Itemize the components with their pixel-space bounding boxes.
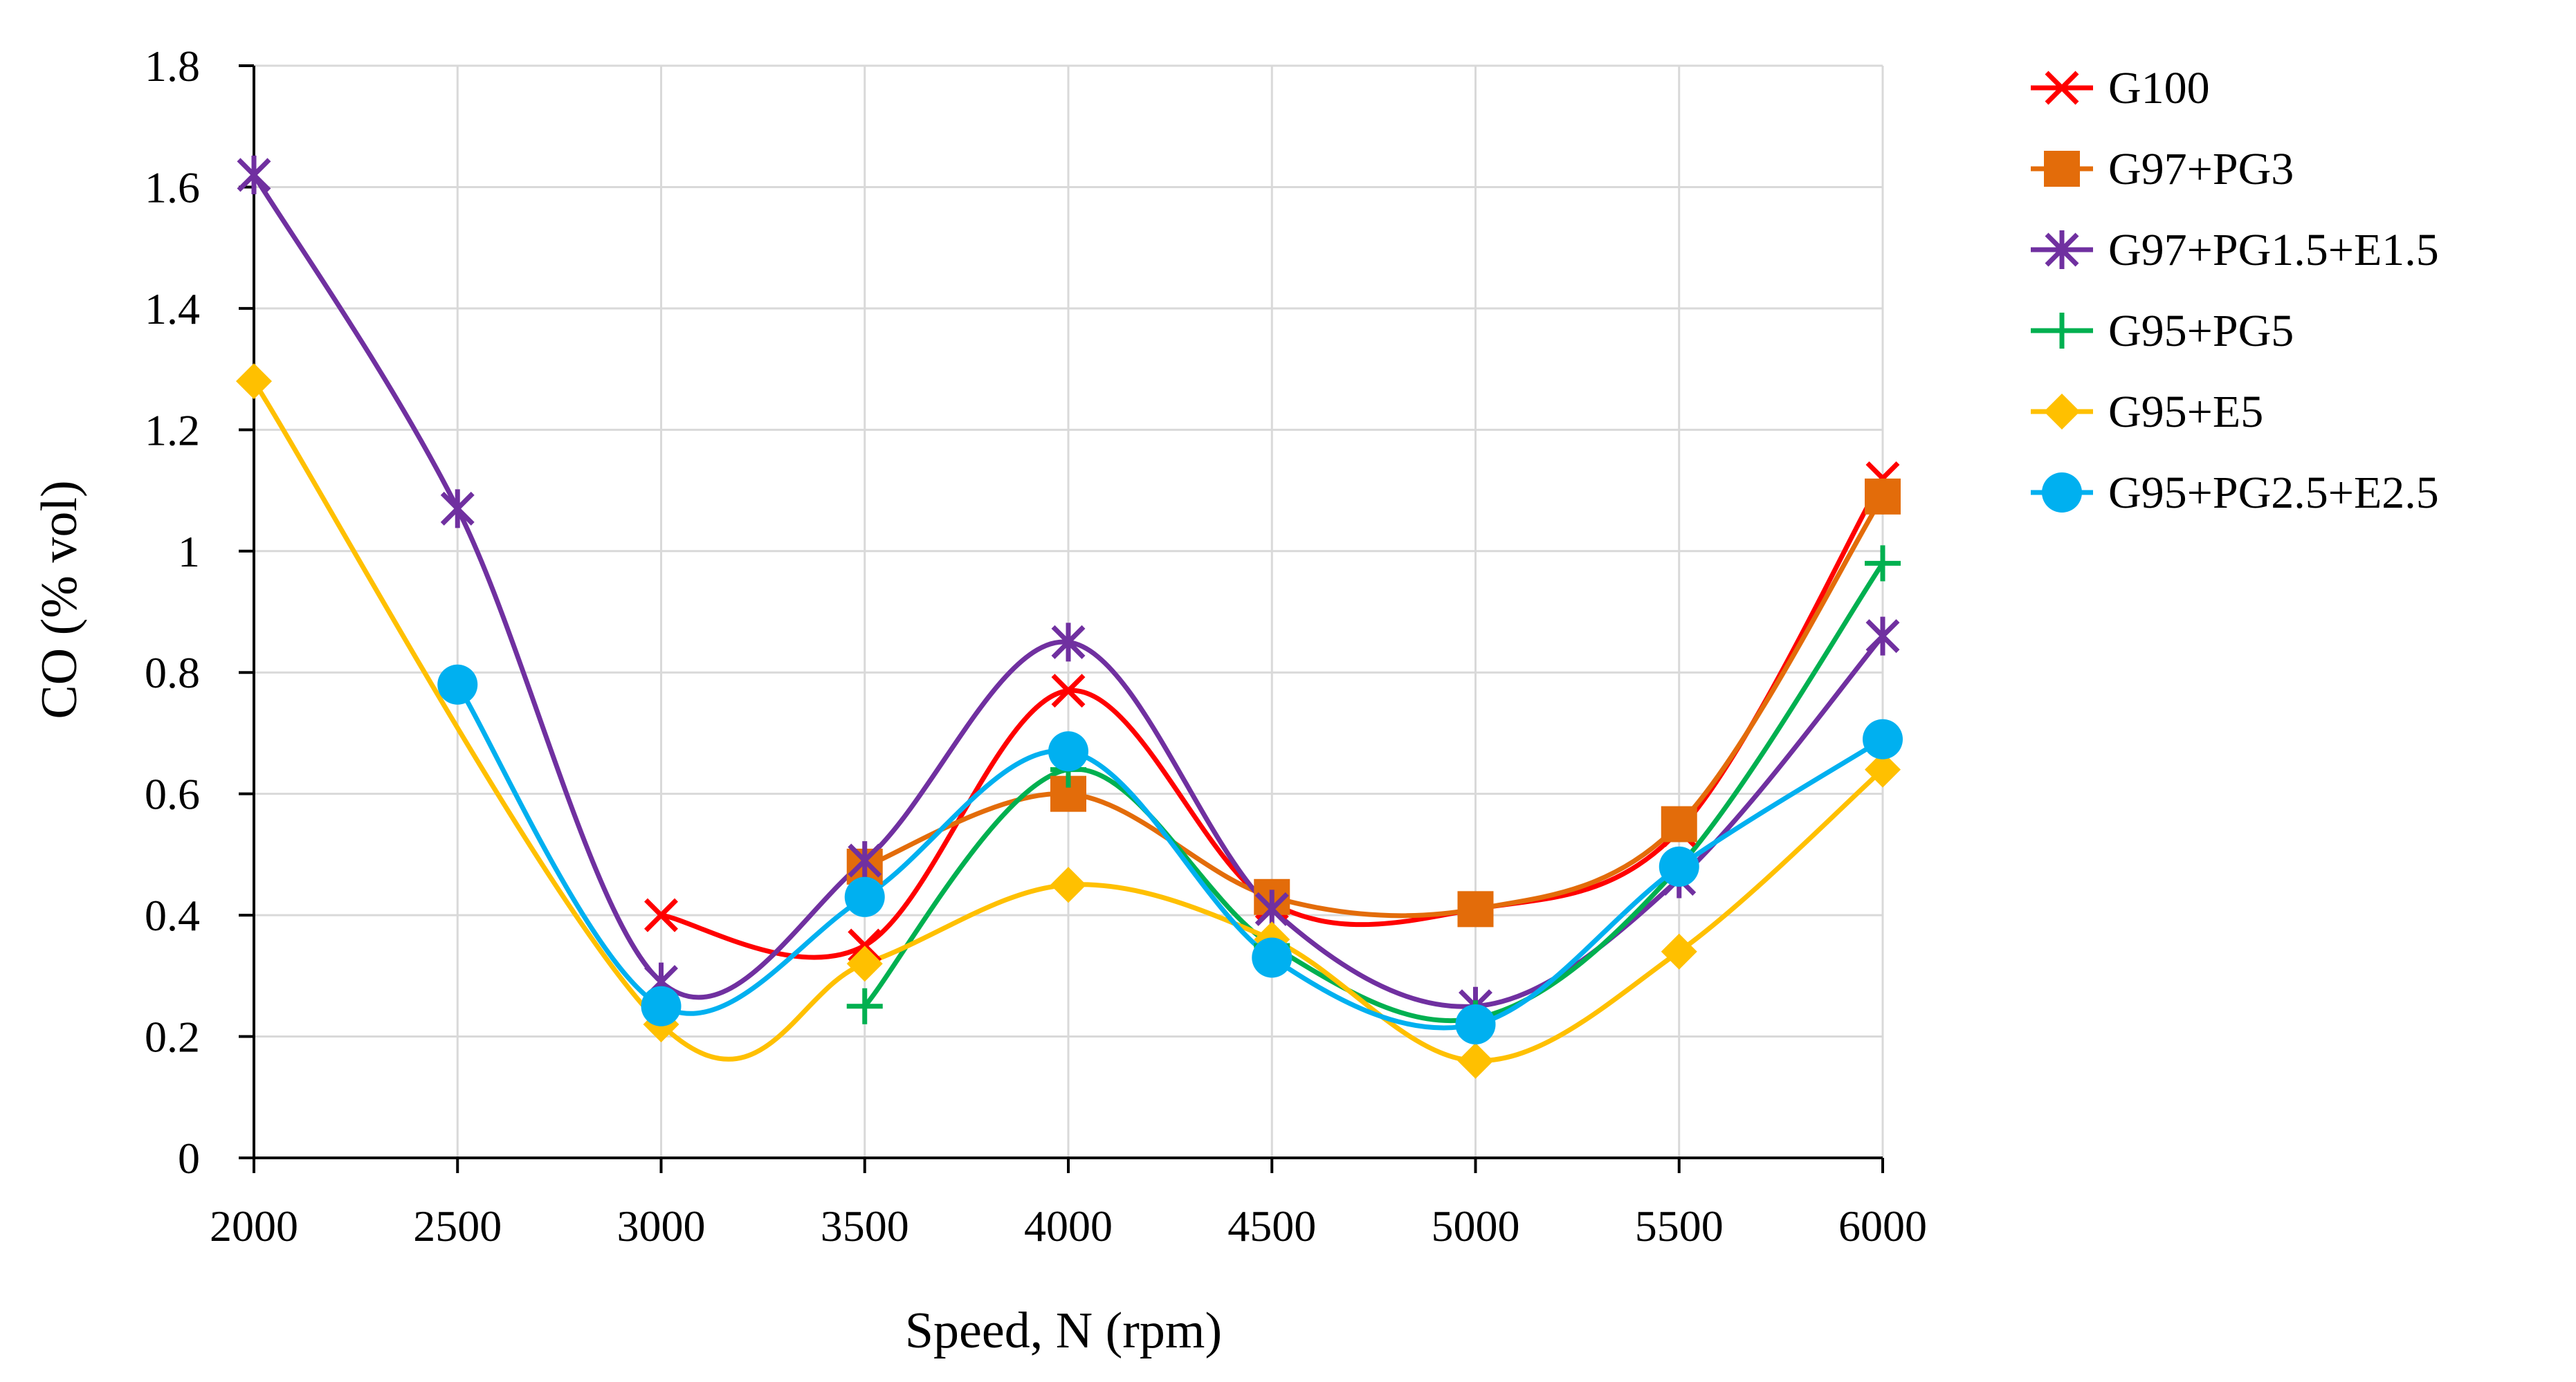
y-tick-label: 1: [178, 527, 200, 576]
x-tick-label: 2500: [413, 1201, 502, 1251]
x-tick-label: 5500: [1635, 1201, 1724, 1251]
data-point-g97-pg3: [1865, 478, 1901, 515]
data-point-g97-pg1-5-e1-5: [1865, 616, 1900, 656]
data-point-g97-pg1-5-e1-5: [237, 155, 271, 194]
x-tick-labels: 2000 2500 3000 3500 4000 4500 5000 5500 6000: [210, 1158, 1927, 1251]
legend-label: G95+PG5: [2108, 306, 2294, 356]
y-tick-label: 1.2: [145, 405, 200, 454]
x-tick-label: 6000: [1838, 1201, 1927, 1251]
legend-marker: [2045, 71, 2079, 105]
y-tick-label: 1.6: [145, 163, 200, 212]
data-point-g95-pg2-5-e2-5: [844, 876, 885, 917]
data-point-g95-e5: [236, 363, 272, 400]
data-point-g100: [1051, 674, 1086, 708]
legend-marker: [2042, 472, 2082, 513]
y-tick-label: 1.8: [145, 42, 200, 91]
legend-label: G97+PG1.5+E1.5: [2108, 225, 2439, 275]
y-tick-label: 1.4: [145, 284, 200, 333]
series-line-g95-pg5: [863, 562, 1885, 1024]
data-point-g100: [644, 898, 678, 932]
series-line-g97-pg3: [864, 495, 1885, 919]
y-tick-label: 0.6: [145, 770, 200, 819]
x-axis-title: Speed, N (rpm): [905, 1302, 1222, 1359]
legend-marker: [2044, 313, 2080, 349]
legend-label: G100: [2108, 63, 2210, 113]
legend-label: G97+PG3: [2108, 144, 2294, 194]
x-tick-label: 3000: [617, 1201, 706, 1251]
data-point-g95-pg2-5-e2-5: [1863, 719, 1903, 759]
data-point-g97-pg3: [1661, 806, 1697, 842]
data-point-g95-pg2-5-e2-5: [1048, 731, 1088, 772]
data-point-g95-pg2-5-e2-5: [437, 664, 478, 705]
series-markers: [236, 155, 1903, 1079]
data-point-g95-pg2-5-e2-5: [641, 986, 682, 1026]
data-point-g95-pg2-5-e2-5: [1455, 1004, 1496, 1045]
y-tick-label: 0.8: [145, 648, 200, 697]
legend-item-g97-pg1-5-e1-5: G97+PG1.5+E1.5: [2031, 225, 2439, 275]
data-point-g95-pg5: [1865, 545, 1901, 582]
y-tick-label: 0: [178, 1134, 200, 1183]
legend-marker: [2044, 151, 2080, 187]
legend-item-g95-pg2-5-e2-5: G95+PG2.5+E2.5: [2031, 468, 2439, 518]
legend-item-g100: G100: [2031, 63, 2210, 113]
x-tick-label: 3500: [821, 1201, 909, 1251]
data-point-g97-pg1-5-e1-5: [1051, 623, 1086, 662]
x-tick-label: 4000: [1024, 1201, 1113, 1251]
data-point-g95-e5: [1050, 867, 1086, 903]
y-axis-title: CO (% vol): [31, 480, 88, 719]
data-point-g100: [848, 928, 882, 963]
data-point-g95-e5: [846, 946, 883, 982]
data-point-g95-pg2-5-e2-5: [1659, 846, 1699, 887]
y-tick-labels: 0 0.2 0.4 0.6 0.8 1 1.2 1.4 1.6 1.8: [145, 42, 254, 1183]
data-point-g95-pg2-5-e2-5: [1252, 937, 1292, 978]
legend: G100 G97+PG3 G97+PG1.5+E1.5 G95+PG5 G95+E5 G9…: [2031, 63, 2439, 518]
legend-label: G95+PG2.5+E2.5: [2108, 468, 2439, 518]
data-point-g95-e5: [1457, 1042, 1494, 1079]
legend-item-g97-pg3: G97+PG3: [2031, 144, 2294, 194]
legend-label: G95+E5: [2108, 387, 2263, 437]
data-point-g97-pg1-5-e1-5: [440, 489, 475, 528]
legend-marker: [2044, 394, 2080, 430]
data-point-g97-pg1-5-e1-5: [848, 841, 882, 881]
data-point-g95-e5: [1661, 933, 1697, 970]
data-point-g95-e5: [1865, 751, 1901, 788]
x-tick-label: 5000: [1432, 1201, 1520, 1251]
legend-item-g95-pg5: G95+PG5: [2031, 306, 2294, 356]
data-point-g95-pg5: [846, 988, 883, 1024]
x-tick-label: 4500: [1227, 1201, 1316, 1251]
legend-item-g95-e5: G95+E5: [2031, 387, 2263, 437]
y-tick-label: 0.4: [145, 891, 200, 940]
data-point-g97-pg3: [1457, 891, 1494, 928]
x-tick-label: 2000: [210, 1201, 298, 1251]
legend-marker: [2045, 230, 2079, 269]
y-tick-label: 0.2: [145, 1013, 200, 1062]
